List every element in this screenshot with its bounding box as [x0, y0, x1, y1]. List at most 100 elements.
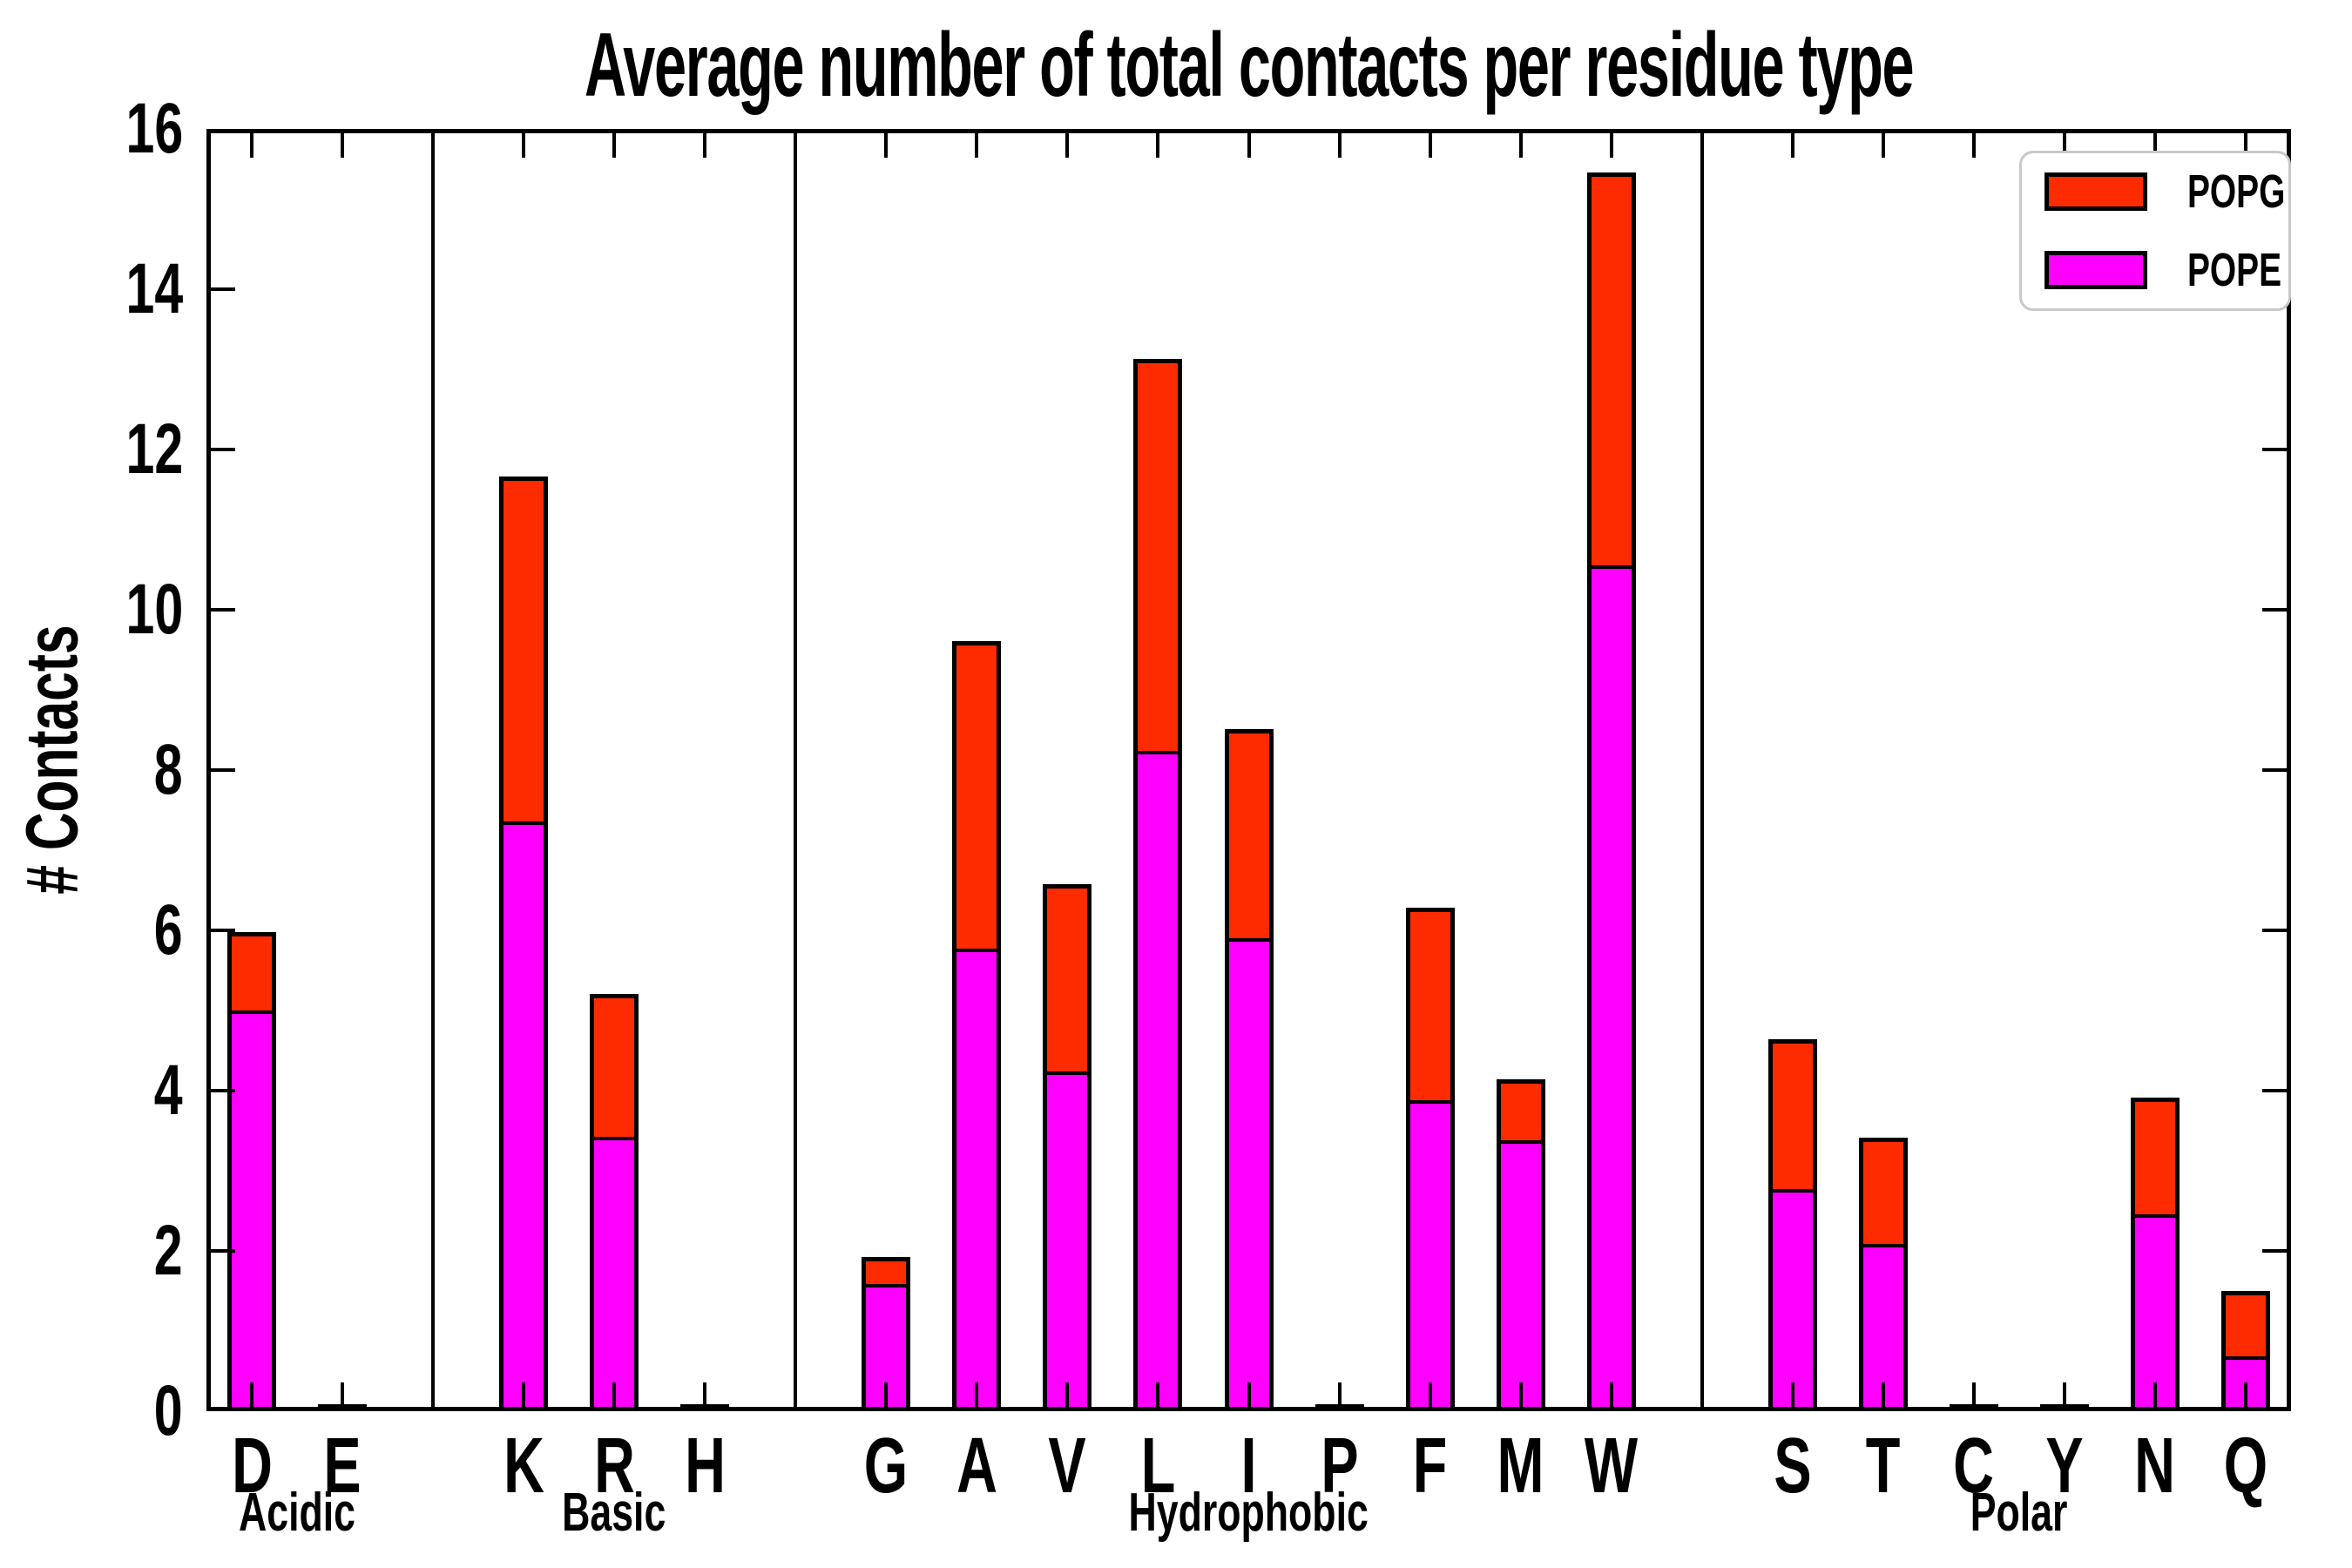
x-tick-bottom-C [1971, 1382, 1976, 1407]
group-label-hydrophobic: Hydrophobic [1128, 1483, 1369, 1543]
x-tick-label-L: L [1140, 1423, 1176, 1510]
x-tick-bottom-T [1881, 1382, 1885, 1407]
x-tick-top-N [2153, 133, 2157, 158]
x-tick-bottom-V [1065, 1382, 1070, 1407]
legend: POPG POPE [2019, 151, 2291, 311]
x-tick-label-C: C [1953, 1423, 1995, 1510]
x-tick-label-M: M [1497, 1423, 1544, 1510]
bar-A-popg-segment [956, 645, 997, 952]
x-tick-label-T: T [1865, 1423, 1901, 1510]
x-tick-bottom-H [703, 1382, 707, 1407]
bar-F-popg-segment [1409, 912, 1450, 1104]
y-tick-left-14 [211, 287, 235, 291]
y-tick-label-16: 16 [125, 89, 183, 168]
y-tick-label-2: 2 [154, 1211, 183, 1290]
bar-G [862, 1257, 911, 1411]
x-tick-label-H: H [684, 1423, 726, 1510]
x-tick-top-D [250, 133, 254, 158]
x-tick-bottom-D [250, 1382, 254, 1407]
y-tick-left-12 [211, 448, 235, 451]
y-tick-right-10 [2262, 608, 2287, 612]
x-tick-top-Y [2062, 133, 2066, 158]
bar-M [1496, 1079, 1545, 1411]
x-tick-top-T [1881, 133, 1885, 158]
bar-Q-popg-segment [2225, 1295, 2266, 1360]
bar-F [1405, 908, 1455, 1411]
x-tick-bottom-F [1428, 1382, 1432, 1407]
bar-D [227, 932, 277, 1411]
x-tick-top-V [1065, 133, 1070, 158]
legend-label-pope: POPE [2187, 244, 2282, 296]
x-tick-label-P: P [1320, 1423, 1359, 1510]
y-tick-right-2 [2262, 1249, 2287, 1253]
x-tick-label-R: R [593, 1423, 635, 1510]
x-tick-top-P [1337, 133, 1342, 158]
bar-S-popg-segment [1772, 1044, 1813, 1193]
x-tick-bottom-A [975, 1382, 979, 1407]
x-tick-bottom-R [612, 1382, 617, 1407]
x-tick-bottom-G [884, 1382, 889, 1407]
x-tick-top-A [975, 133, 979, 158]
bar-K [499, 476, 549, 1411]
x-tick-bottom-W [1609, 1382, 1613, 1407]
y-tick-right-4 [2262, 1089, 2287, 1092]
x-tick-top-H [703, 133, 707, 158]
bar-S [1767, 1039, 1817, 1411]
bar-V [1043, 884, 1092, 1411]
y-tick-right-8 [2262, 768, 2287, 772]
x-tick-label-G: G [864, 1423, 909, 1510]
group-label-basic: Basic [562, 1483, 666, 1543]
chart-title: Average number of total contacts per res… [206, 14, 2291, 118]
x-tick-bottom-P [1337, 1382, 1342, 1407]
x-tick-top-K [522, 133, 526, 158]
x-tick-bottom-K [522, 1382, 526, 1407]
bar-C [1949, 1404, 1998, 1411]
x-tick-label-I: I [1240, 1423, 1257, 1510]
x-tick-label-K: K [503, 1423, 544, 1510]
bar-R [590, 994, 639, 1411]
chart-title-text: Average number of total contacts per res… [584, 15, 1915, 116]
bar-M-popg-segment [1500, 1084, 1541, 1144]
bar-H [680, 1404, 730, 1411]
group-label-polar: Polar [1970, 1483, 2068, 1543]
x-tick-top-E [341, 133, 345, 158]
y-tick-left-6 [211, 929, 235, 932]
bar-T [1858, 1138, 1908, 1411]
y-tick-label-14: 14 [125, 249, 183, 328]
x-tick-label-N: N [2134, 1423, 2176, 1510]
group-divider [1700, 132, 1704, 1408]
legend-swatch-popg [2044, 172, 2147, 211]
x-tick-top-L [1156, 133, 1160, 158]
x-tick-bottom-L [1156, 1382, 1160, 1407]
y-tick-label-4: 4 [154, 1051, 183, 1130]
x-tick-top-I [1247, 133, 1251, 158]
legend-swatch-pope [2044, 251, 2147, 289]
group-label-acidic: Acidic [239, 1483, 356, 1543]
x-tick-bottom-Y [2062, 1382, 2066, 1407]
x-tick-label-D: D [231, 1423, 273, 1510]
y-tick-right-6 [2262, 929, 2287, 932]
bar-W-popg-segment [1591, 177, 1632, 569]
bar-K-popg-segment [504, 481, 544, 825]
x-tick-top-Q [2243, 133, 2247, 158]
x-tick-top-C [1971, 133, 1976, 158]
x-tick-label-W: W [1585, 1423, 1639, 1510]
x-tick-label-F: F [1412, 1423, 1448, 1510]
group-divider [794, 132, 798, 1408]
x-tick-top-S [1790, 133, 1794, 158]
bar-I-popg-segment [1228, 733, 1269, 942]
legend-item-popg: POPG [2044, 165, 2288, 219]
x-tick-top-W [1609, 133, 1613, 158]
bar-G-popg-segment [866, 1261, 907, 1288]
bar-N [2130, 1098, 2180, 1411]
bar-I [1224, 729, 1274, 1411]
x-tick-bottom-E [341, 1382, 345, 1407]
x-tick-bottom-I [1247, 1382, 1251, 1407]
x-tick-bottom-M [1518, 1382, 1523, 1407]
y-tick-label-0: 0 [154, 1371, 183, 1450]
x-tick-label-Y: Y [2045, 1423, 2084, 1510]
y-tick-label-12: 12 [125, 409, 183, 489]
x-tick-label-Q: Q [2223, 1423, 2268, 1510]
y-tick-left-2 [211, 1249, 235, 1253]
